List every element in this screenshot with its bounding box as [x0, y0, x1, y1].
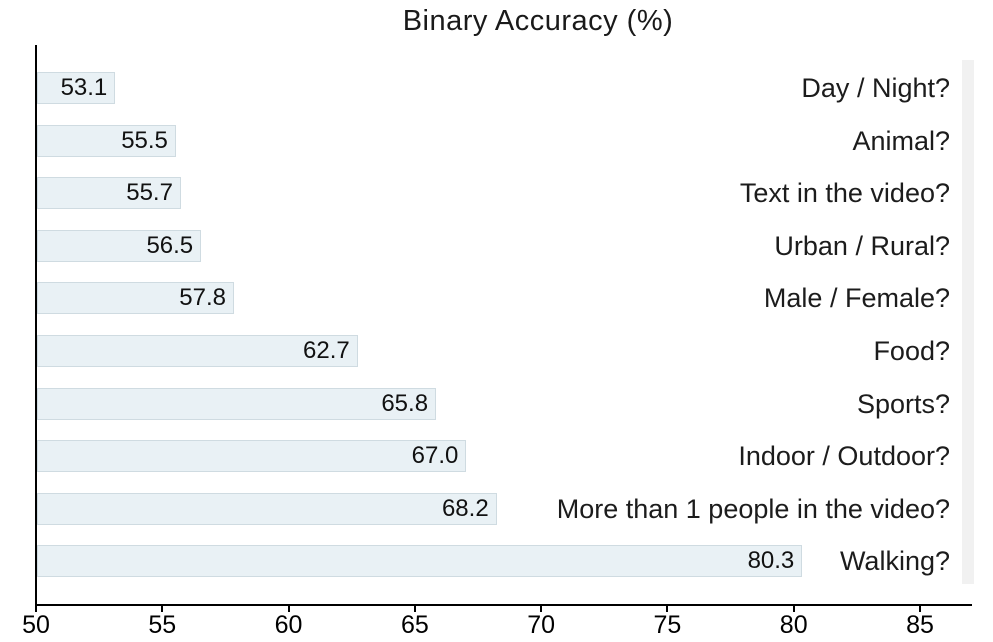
x-tick-mark — [287, 604, 290, 612]
bar: 65.8 — [37, 387, 437, 420]
bar: 57.8 — [37, 282, 234, 315]
bar-value-label: 53.1 — [60, 74, 108, 101]
x-tick-mark — [35, 604, 37, 612]
bar-value-label: 56.5 — [146, 231, 194, 259]
category-label: Food? — [873, 336, 950, 366]
category-label: Text in the video? — [739, 178, 950, 209]
x-tick-label: 65 — [400, 611, 429, 639]
bar-value-label: 55.7 — [126, 179, 173, 207]
x-tick-mark — [161, 604, 164, 612]
bar-value-label: 80.3 — [747, 547, 795, 575]
x-tick-label: 50 — [22, 611, 50, 639]
bar: 68.2 — [37, 492, 497, 525]
x-tick-mark — [666, 604, 669, 612]
x-tick-mark — [918, 604, 921, 612]
bar: 53.1 — [37, 72, 116, 104]
category-label: Indoor / Outdoor? — [738, 441, 950, 472]
bar-value-label: 65.8 — [381, 389, 429, 417]
x-tick-mark — [540, 604, 543, 612]
bar: 62.7 — [37, 335, 358, 367]
bar-value-label: 67.0 — [411, 442, 459, 470]
adjacent-panel-strip — [962, 60, 974, 584]
bar: 55.5 — [37, 124, 176, 157]
category-label: Urban / Rural? — [774, 230, 950, 261]
bar-value-label: 62.7 — [303, 337, 350, 364]
x-tick-mark — [413, 604, 416, 612]
bar: 67.0 — [37, 440, 467, 473]
x-tick-label: 55 — [148, 611, 177, 639]
bar: 55.7 — [37, 177, 181, 210]
x-tick-label: 60 — [274, 611, 303, 639]
category-label: Animal? — [852, 125, 950, 156]
x-tick-label: 70 — [527, 611, 556, 639]
x-axis-spine — [35, 604, 972, 606]
bar-value-label: 55.5 — [121, 126, 168, 154]
bar-value-label: 57.8 — [179, 284, 226, 312]
category-label: Walking? — [839, 546, 950, 577]
chart-title: Binary Accuracy (%) — [402, 5, 674, 37]
category-label: Male / Female? — [763, 283, 950, 314]
x-tick-label: 80 — [779, 611, 808, 639]
bar: 80.3 — [37, 545, 803, 578]
bar: 56.5 — [37, 229, 202, 262]
x-tick-mark — [792, 604, 795, 612]
bar-value-label: 68.2 — [441, 494, 489, 522]
x-tick-label: 75 — [653, 611, 682, 639]
category-label: Sports? — [856, 388, 950, 419]
category-label: More than 1 people in the video? — [556, 493, 950, 524]
x-tick-label: 85 — [906, 611, 934, 639]
y-axis-spine — [35, 45, 37, 605]
category-label: Day / Night? — [801, 73, 950, 103]
